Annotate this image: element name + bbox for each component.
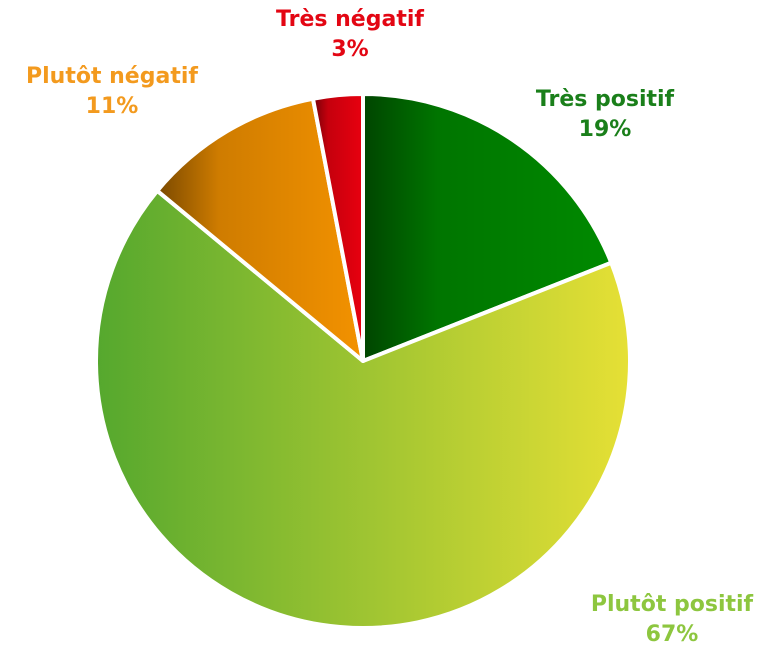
pie-slice [94, 188, 632, 630]
slice-label: Plutôt positif [591, 592, 754, 617]
slice-label: Très négatif [276, 7, 424, 32]
slice-value: 19% [579, 117, 632, 142]
slice-label: Très positif [536, 87, 675, 112]
slice-value: 3% [331, 37, 368, 62]
pie-slice [155, 96, 365, 363]
slice-value: 67% [646, 622, 699, 647]
slice-label: Plutôt négatif [26, 64, 198, 89]
slice-value: 11% [86, 94, 139, 119]
pie-slice [361, 92, 614, 363]
pie-slice [310, 92, 365, 363]
